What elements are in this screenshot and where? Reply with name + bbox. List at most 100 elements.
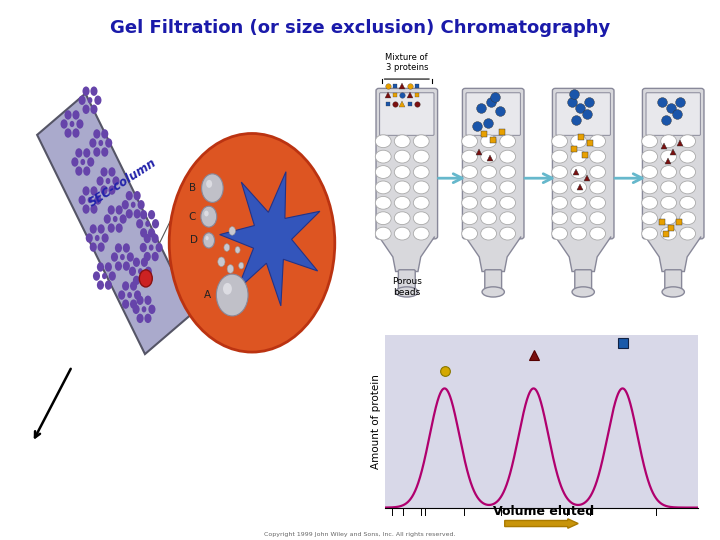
Circle shape xyxy=(87,157,94,167)
Circle shape xyxy=(224,244,230,251)
Text: Porous
beads: Porous beads xyxy=(392,278,422,297)
Circle shape xyxy=(413,197,429,209)
Circle shape xyxy=(552,166,567,178)
Circle shape xyxy=(137,314,143,323)
Circle shape xyxy=(642,227,657,240)
Circle shape xyxy=(71,157,78,167)
Circle shape xyxy=(120,214,127,224)
Circle shape xyxy=(571,197,587,209)
Text: Copyright 1999 John Wiley and Sons, Inc. All rights reserved.: Copyright 1999 John Wiley and Sons, Inc.… xyxy=(264,532,456,537)
Circle shape xyxy=(571,227,587,240)
Circle shape xyxy=(500,135,516,147)
Circle shape xyxy=(140,228,147,238)
Circle shape xyxy=(680,181,696,194)
Circle shape xyxy=(134,191,140,200)
Polygon shape xyxy=(379,237,435,272)
Circle shape xyxy=(413,212,429,225)
Circle shape xyxy=(500,197,516,209)
Circle shape xyxy=(552,135,567,147)
Circle shape xyxy=(130,281,137,291)
Text: A: A xyxy=(204,290,211,300)
FancyBboxPatch shape xyxy=(575,270,592,293)
Circle shape xyxy=(70,121,74,127)
Text: C: C xyxy=(188,212,196,221)
Circle shape xyxy=(169,133,335,352)
Circle shape xyxy=(76,166,82,176)
Circle shape xyxy=(571,181,587,194)
Circle shape xyxy=(60,119,68,129)
Circle shape xyxy=(91,86,97,96)
Circle shape xyxy=(152,234,158,243)
Circle shape xyxy=(500,227,516,240)
Circle shape xyxy=(481,166,497,178)
Circle shape xyxy=(126,209,132,219)
Circle shape xyxy=(141,258,148,267)
Text: B: B xyxy=(189,183,196,193)
Circle shape xyxy=(680,150,696,163)
Circle shape xyxy=(96,176,104,186)
Circle shape xyxy=(462,181,477,194)
Circle shape xyxy=(145,221,150,227)
Ellipse shape xyxy=(396,287,418,297)
Circle shape xyxy=(552,181,567,194)
Circle shape xyxy=(141,275,148,285)
Circle shape xyxy=(140,270,152,287)
Circle shape xyxy=(137,295,143,305)
Circle shape xyxy=(83,105,89,114)
Circle shape xyxy=(109,185,115,195)
Circle shape xyxy=(223,283,232,295)
Circle shape xyxy=(134,291,141,300)
Circle shape xyxy=(89,138,96,148)
Circle shape xyxy=(500,166,516,178)
Circle shape xyxy=(205,236,209,240)
Circle shape xyxy=(395,150,410,163)
Circle shape xyxy=(590,150,606,163)
Circle shape xyxy=(95,235,99,241)
Circle shape xyxy=(395,227,410,240)
Circle shape xyxy=(149,245,153,251)
Circle shape xyxy=(133,258,140,267)
Circle shape xyxy=(109,167,115,177)
Circle shape xyxy=(97,280,104,290)
FancyBboxPatch shape xyxy=(379,93,434,136)
Circle shape xyxy=(88,97,92,103)
Circle shape xyxy=(98,242,104,252)
Circle shape xyxy=(130,299,137,309)
Circle shape xyxy=(102,147,108,157)
Circle shape xyxy=(395,212,410,225)
Ellipse shape xyxy=(662,287,684,297)
Circle shape xyxy=(375,197,391,209)
Circle shape xyxy=(111,252,118,262)
Circle shape xyxy=(86,233,93,243)
Circle shape xyxy=(661,181,677,194)
Circle shape xyxy=(98,224,104,234)
Circle shape xyxy=(115,261,122,271)
Circle shape xyxy=(462,166,477,178)
Circle shape xyxy=(395,181,410,194)
Circle shape xyxy=(152,252,158,261)
Circle shape xyxy=(680,197,696,209)
Circle shape xyxy=(375,150,391,163)
Circle shape xyxy=(132,305,140,314)
Circle shape xyxy=(127,252,134,262)
Circle shape xyxy=(145,314,151,323)
Circle shape xyxy=(91,186,97,195)
Circle shape xyxy=(590,212,606,225)
Circle shape xyxy=(105,280,112,290)
Circle shape xyxy=(127,292,132,298)
Circle shape xyxy=(500,181,516,194)
Circle shape xyxy=(83,204,89,214)
FancyBboxPatch shape xyxy=(466,93,521,136)
Circle shape xyxy=(122,281,129,291)
Circle shape xyxy=(375,166,391,178)
Circle shape xyxy=(500,212,516,225)
Circle shape xyxy=(642,150,657,163)
Circle shape xyxy=(104,214,111,224)
Circle shape xyxy=(661,150,677,163)
Circle shape xyxy=(375,227,391,240)
Ellipse shape xyxy=(572,287,595,297)
Circle shape xyxy=(83,186,89,195)
Circle shape xyxy=(481,212,497,225)
Circle shape xyxy=(120,254,125,260)
FancyBboxPatch shape xyxy=(376,89,438,239)
